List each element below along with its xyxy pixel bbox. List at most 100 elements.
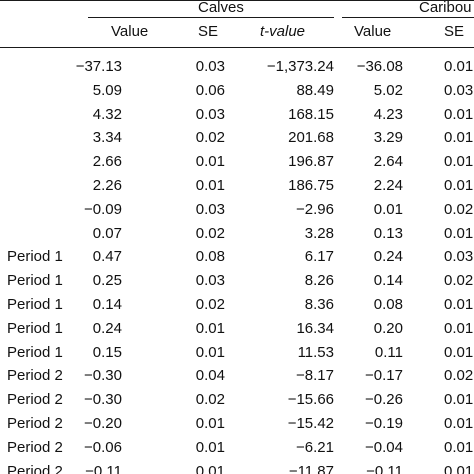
caribou-se-cell: 0.01 (444, 58, 474, 75)
caribou-value-cell: −0.11 (366, 462, 403, 474)
calves-se-cell: 0.01 (195, 319, 225, 337)
group-header-calves: Calves (198, 0, 244, 16)
caribou-se-cell: 0.03 (444, 248, 474, 266)
caribou-value-cell: −0.19 (365, 414, 403, 432)
header-bottom-rule (0, 47, 474, 48)
calves-value-cell: 0.47 (92, 248, 122, 266)
calves-se-cell: 0.02 (195, 391, 225, 409)
table-row: Period 2 −0.30 0.04 −8.17 −0.17 0.02 (0, 366, 474, 390)
caribou-se-cell: 0.01 (444, 414, 474, 432)
calves-t-value-cell: −11.87 (288, 462, 334, 474)
table-row: 5.09 0.06 88.49 5.02 0.03 (0, 81, 474, 105)
caribou-se-cell: 0.01 (444, 105, 474, 123)
calves-t-value-cell: 8.26 (304, 272, 334, 290)
table-row: 0.07 0.02 3.28 0.13 0.01 (0, 224, 474, 248)
table-row: Period 1 0.15 0.01 11.53 0.11 0.01 (0, 343, 474, 367)
calves-t-value-cell: 196.87 (288, 153, 334, 171)
caribou-se-cell: 0.01 (444, 176, 474, 194)
caribou-value-cell: 0.14 (373, 272, 403, 290)
calves-t-value-cell: 88.49 (296, 81, 334, 99)
calves-value-cell: 4.32 (92, 105, 122, 123)
calves-t-value-cell: 186.75 (288, 176, 334, 194)
calves-value-cell: 2.66 (92, 153, 122, 171)
calves-value-cell: 0.24 (92, 319, 122, 337)
calves-se-cell: 0.03 (195, 58, 225, 75)
table-row: 4.32 0.03 168.15 4.23 0.01 (0, 105, 474, 129)
caribou-se-cell: 0.01 (444, 391, 474, 409)
caribou-value-cell: 0.11 (374, 343, 403, 361)
calves-se-cell: 0.08 (195, 248, 225, 266)
caribou-value-cell: 2.24 (373, 176, 403, 194)
calves-se-cell: 0.01 (195, 414, 225, 432)
calves-value-cell: −0.06 (84, 438, 122, 456)
caribou-value-cell: −0.04 (365, 438, 403, 456)
calves-se-cell: 0.04 (195, 367, 225, 385)
calves-t-value-cell: −8.17 (296, 367, 334, 385)
calves-t-value-cell: −15.66 (287, 391, 334, 409)
row-label: Period 1 (7, 319, 63, 337)
row-label: Period 1 (7, 272, 63, 290)
row-label: Period 2 (7, 367, 63, 385)
table-row: −37.13 0.03 −1,373.24 −36.08 0.01 (0, 57, 474, 81)
calves-value-cell: −0.30 (84, 367, 122, 385)
calves-t-value-cell: 11.53 (297, 343, 334, 361)
caribou-group-rule (342, 17, 474, 18)
calves-value-cell: −0.20 (84, 414, 122, 432)
calves-t-value-cell: 8.36 (304, 295, 334, 313)
calves-se-cell: 0.01 (195, 153, 225, 171)
calves-t-value-cell: 16.34 (296, 319, 334, 337)
calves-se-cell: 0.03 (195, 200, 225, 218)
caribou-value-cell: 3.29 (373, 129, 403, 147)
table-row: 2.26 0.01 186.75 2.24 0.01 (0, 176, 474, 200)
caribou-se-cell: 0.01 (444, 153, 474, 171)
calves-value-cell: 2.26 (92, 176, 122, 194)
calves-value-cell: 0.07 (92, 224, 122, 242)
row-label: Period 2 (7, 462, 63, 474)
calves-se-cell: 0.02 (195, 129, 225, 147)
table-row: −0.09 0.03 −2.96 0.01 0.02 (0, 200, 474, 224)
caribou-value-cell: 5.02 (373, 81, 403, 99)
calves-value-cell: 0.25 (92, 272, 122, 290)
caribou-value-cell: 0.13 (373, 224, 403, 242)
calves-se-cell: 0.01 (195, 462, 225, 474)
caribou-value-cell: 0.20 (373, 319, 403, 337)
calves-t-value-cell: −15.42 (287, 414, 334, 432)
caribou-value-cell: 2.64 (373, 153, 403, 171)
calves-t-value-cell: 3.28 (304, 224, 334, 242)
caribou-se-cell: 0.01 (444, 343, 474, 361)
caribou-se-cell: 0.01 (444, 462, 474, 474)
calves-value-cell: −0.30 (84, 391, 122, 409)
caribou-value-cell: −0.26 (365, 391, 403, 409)
caribou-value-cell: 0.01 (373, 200, 403, 218)
calves-value-cell: −37.13 (75, 58, 122, 75)
table-body: −37.13 0.03 −1,373.24 −36.08 0.01 5.09 0.06 88.… (0, 57, 474, 474)
header-caribou-value: Value (354, 23, 392, 40)
row-label: Period 1 (7, 343, 63, 361)
row-label: Period 1 (7, 295, 63, 313)
group-header-caribou: Caribou (419, 0, 472, 16)
table-row: Period 1 0.24 0.01 16.34 0.20 0.01 (0, 319, 474, 343)
table-row: Period 1 0.47 0.08 6.17 0.24 0.03 (0, 247, 474, 271)
calves-value-cell: 3.34 (92, 129, 122, 147)
calves-t-value-cell: −2.96 (296, 200, 334, 218)
table-row: Period 1 0.14 0.02 8.36 0.08 0.01 (0, 295, 474, 319)
header-calves-se: SE (198, 23, 219, 40)
caribou-value-cell: −36.08 (356, 58, 403, 75)
caribou-se-cell: 0.02 (444, 272, 474, 290)
caribou-se-cell: 0.02 (444, 200, 474, 218)
calves-t-value-cell: 201.68 (288, 129, 334, 147)
caribou-se-cell: 0.02 (444, 367, 474, 385)
calves-se-cell: 0.02 (195, 224, 225, 242)
table-row: Period 2 −0.30 0.02 −15.66 −0.26 0.01 (0, 390, 474, 414)
calves-t-value-cell: −6.21 (296, 438, 334, 456)
table-top-rule (0, 0, 474, 1)
header-calves-value: Value (111, 23, 149, 40)
table-row: 3.34 0.02 201.68 3.29 0.01 (0, 128, 474, 152)
calves-se-cell: 0.01 (195, 176, 225, 194)
calves-se-cell: 0.03 (195, 272, 225, 290)
caribou-value-cell: −0.17 (365, 367, 403, 385)
calves-value-cell: −0.09 (84, 200, 122, 218)
caribou-value-cell: 0.08 (373, 295, 403, 313)
calves-t-value-cell: 168.15 (288, 105, 334, 123)
calves-t-value-cell: 6.17 (304, 248, 334, 266)
